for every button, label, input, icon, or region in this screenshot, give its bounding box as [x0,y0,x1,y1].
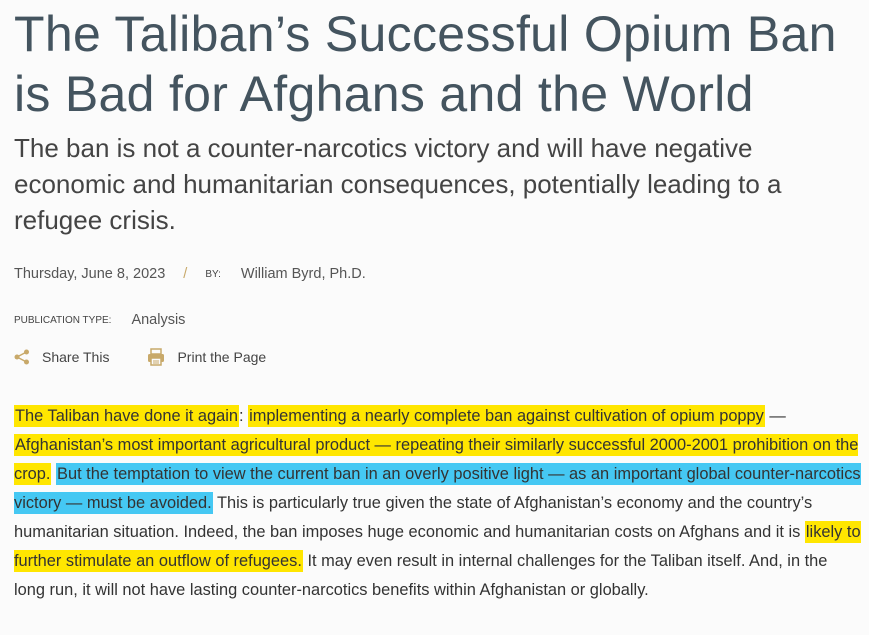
publish-date: Thursday, June 8, 2023 [14,266,166,282]
meta-separator: / [183,266,188,282]
publication-type-label: PUBLICATION TYPE: [14,314,112,326]
share-icon [14,349,29,365]
highlighted-text: implementing a nearly complete ban again… [248,405,765,427]
body-text: It may even result in internal challenge… [14,552,828,599]
body-text: This is particularly true given the stat… [14,494,813,541]
article-meta: Thursday, June 8, 2023 / BY: William Byr… [14,266,855,282]
share-button[interactable]: Share This [14,349,109,365]
print-label: Print the Page [177,349,267,365]
share-label: Share This [42,349,110,365]
author-link[interactable]: William Byrd, Ph.D. [240,266,366,282]
article: The Taliban’s Successful Opium Ban is Ba… [14,6,862,605]
print-button[interactable]: Print the Page [147,348,266,366]
publication-type-value[interactable]: Analysis [131,312,186,328]
highlighted-text: The Taliban have done it again [14,405,239,427]
article-subtitle: The ban is not a counter-narcotics victo… [14,133,782,235]
body-text: : [238,407,249,425]
by-label: BY: [205,268,221,280]
article-actions: Share This Print the Page [14,348,855,366]
article-body: The Taliban have done it again: implemen… [14,402,862,605]
article-title: The Taliban’s Successful Opium Ban is Ba… [14,6,837,122]
printer-icon [148,348,165,366]
publication-type: PUBLICATION TYPE: Analysis [14,312,855,328]
body-text: — [764,407,786,425]
